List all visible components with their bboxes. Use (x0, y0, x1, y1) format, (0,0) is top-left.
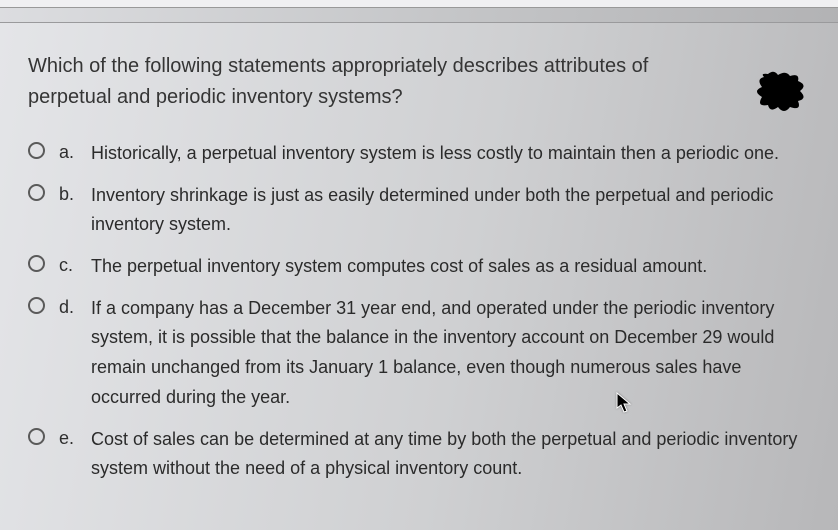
radio-c[interactable] (28, 255, 45, 272)
question-stem: Which of the following statements approp… (28, 51, 728, 113)
option-b[interactable]: b. Inventory shrinkage is just as easily… (28, 181, 812, 240)
option-text: Historically, a perpetual inventory syst… (91, 139, 812, 169)
option-a[interactable]: a. Historically, a perpetual inventory s… (28, 139, 812, 169)
option-letter: a. (59, 139, 85, 167)
radio-d[interactable] (28, 297, 45, 314)
page-top-edge (0, 0, 838, 8)
option-letter: b. (59, 181, 85, 209)
options-list: a. Historically, a perpetual inventory s… (28, 139, 812, 484)
option-text: The perpetual inventory system computes … (91, 252, 812, 282)
option-text: If a company has a December 31 year end,… (91, 294, 812, 413)
option-text: Cost of sales can be determined at any t… (91, 425, 812, 484)
option-e[interactable]: e. Cost of sales can be determined at an… (28, 425, 812, 484)
option-text: Inventory shrinkage is just as easily de… (91, 181, 812, 240)
option-c[interactable]: c. The perpetual inventory system comput… (28, 252, 812, 282)
ink-blot-redaction (754, 71, 808, 113)
mouse-cursor-icon (616, 392, 634, 414)
radio-e[interactable] (28, 428, 45, 445)
option-d[interactable]: d. If a company has a December 31 year e… (28, 294, 812, 413)
option-letter: e. (59, 425, 85, 453)
option-letter: d. (59, 294, 85, 322)
option-letter: c. (59, 252, 85, 280)
radio-b[interactable] (28, 184, 45, 201)
radio-a[interactable] (28, 142, 45, 159)
question-card: Which of the following statements approp… (0, 22, 838, 530)
